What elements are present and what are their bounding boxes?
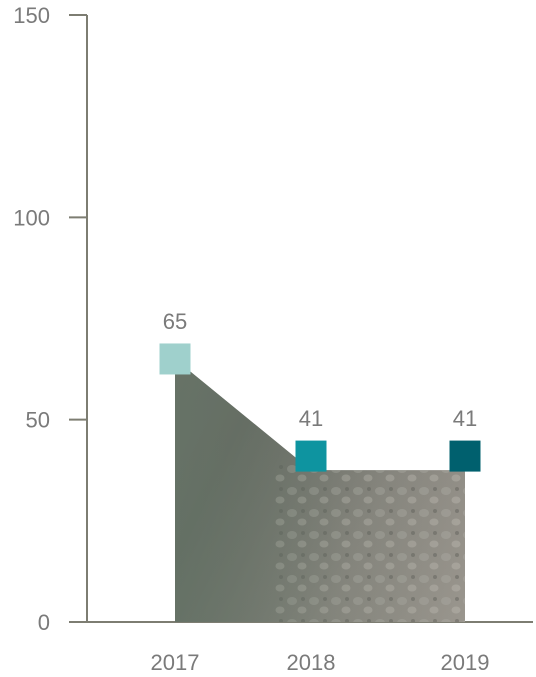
data-point-marker — [449, 440, 481, 472]
x-tick-label: 2017 — [151, 650, 200, 675]
y-tick-label: 0 — [38, 610, 50, 635]
data-label: 41 — [453, 406, 477, 431]
data-point-marker — [159, 343, 191, 375]
y-tick-label: 150 — [13, 3, 50, 28]
area-fill — [175, 358, 465, 622]
data-label: 65 — [163, 309, 187, 334]
y-tick-label: 50 — [26, 408, 50, 433]
data-point-marker — [295, 440, 327, 472]
x-tick-label: 2019 — [441, 650, 490, 675]
data-marks — [159, 343, 481, 472]
y-tick-label: 100 — [13, 205, 50, 230]
labels: 0 50 100 150 2017 2018 2019 65 41 41 — [13, 3, 489, 675]
area-tint — [175, 358, 465, 622]
x-tick-label: 2018 — [287, 650, 336, 675]
data-label: 41 — [299, 406, 323, 431]
